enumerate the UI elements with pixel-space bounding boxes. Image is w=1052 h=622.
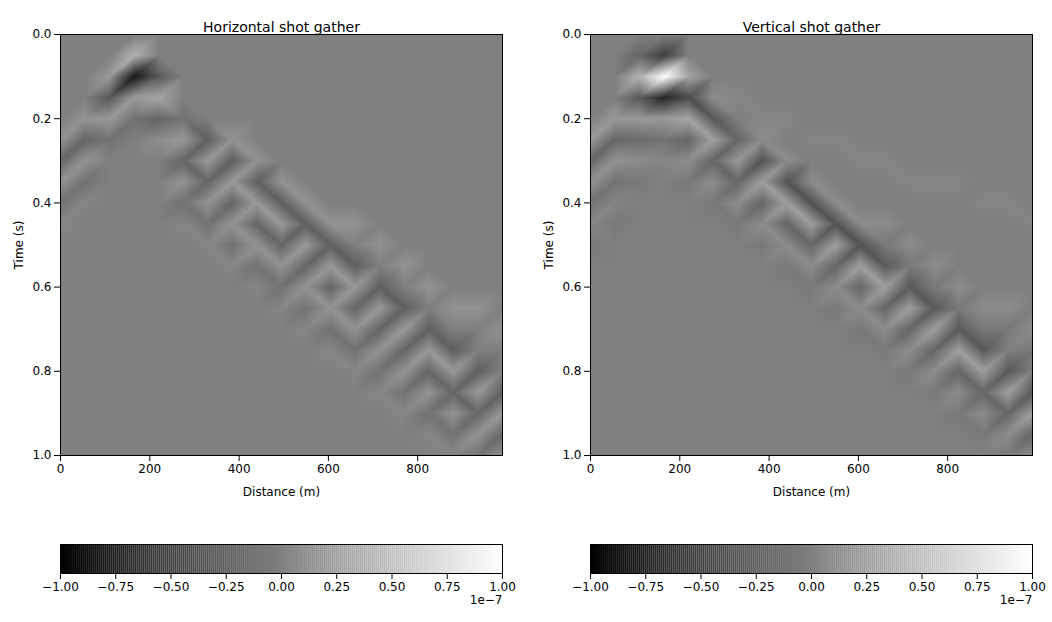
svg-text:0: 0 — [57, 462, 65, 476]
svg-text:0.0: 0.0 — [32, 27, 51, 41]
svg-text:−1.00: −1.00 — [42, 580, 79, 594]
svg-text:1.0: 1.0 — [32, 448, 51, 462]
svg-text:0: 0 — [587, 462, 595, 476]
svg-text:Horizontal shot gather: Horizontal shot gather — [203, 19, 360, 35]
svg-text:0.0: 0.0 — [562, 27, 581, 41]
svg-text:0.6: 0.6 — [562, 280, 581, 294]
svg-text:0.75: 0.75 — [964, 580, 991, 594]
svg-text:−0.50: −0.50 — [153, 580, 190, 594]
svg-text:200: 200 — [138, 462, 161, 476]
svg-text:0.4: 0.4 — [32, 196, 51, 210]
svg-text:0.4: 0.4 — [562, 196, 581, 210]
svg-text:−0.25: −0.25 — [208, 580, 245, 594]
svg-text:−0.25: −0.25 — [738, 580, 775, 594]
svg-text:0.8: 0.8 — [562, 364, 581, 378]
svg-text:−1.00: −1.00 — [572, 580, 609, 594]
svg-text:Distance (m): Distance (m) — [773, 485, 850, 499]
svg-text:1.00: 1.00 — [489, 580, 516, 594]
svg-text:600: 600 — [317, 462, 340, 476]
svg-text:−0.75: −0.75 — [97, 580, 134, 594]
svg-text:0.25: 0.25 — [853, 580, 880, 594]
svg-text:0.25: 0.25 — [323, 580, 350, 594]
svg-text:600: 600 — [847, 462, 870, 476]
svg-text:0.6: 0.6 — [32, 280, 51, 294]
svg-text:−0.50: −0.50 — [683, 580, 720, 594]
svg-text:1e−7: 1e−7 — [1000, 593, 1033, 607]
svg-text:0.2: 0.2 — [562, 112, 581, 126]
svg-text:0.00: 0.00 — [268, 580, 295, 594]
svg-text:0.50: 0.50 — [379, 580, 406, 594]
svg-text:Time (s): Time (s) — [12, 221, 26, 271]
svg-text:1e−7: 1e−7 — [470, 593, 503, 607]
svg-text:0.8: 0.8 — [32, 364, 51, 378]
svg-text:400: 400 — [228, 462, 251, 476]
svg-text:800: 800 — [406, 462, 429, 476]
svg-text:0.50: 0.50 — [909, 580, 936, 594]
svg-text:Vertical shot gather: Vertical shot gather — [743, 19, 881, 35]
svg-text:0.00: 0.00 — [798, 580, 825, 594]
svg-text:200: 200 — [668, 462, 691, 476]
svg-text:Distance (m): Distance (m) — [243, 485, 320, 499]
svg-text:1.00: 1.00 — [1019, 580, 1046, 594]
svg-text:0.2: 0.2 — [32, 112, 51, 126]
svg-text:−0.75: −0.75 — [627, 580, 664, 594]
svg-text:Time (s): Time (s) — [542, 221, 556, 271]
svg-text:1.0: 1.0 — [562, 448, 581, 462]
svg-text:800: 800 — [936, 462, 959, 476]
svg-text:400: 400 — [758, 462, 781, 476]
svg-text:0.75: 0.75 — [434, 580, 461, 594]
